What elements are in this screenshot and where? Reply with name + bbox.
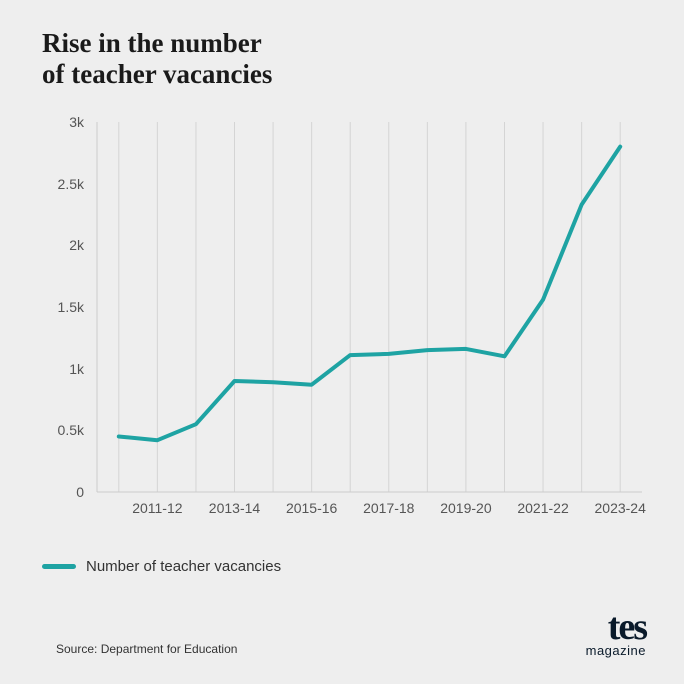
x-tick-label: 2021-22 xyxy=(517,500,568,516)
x-axis-labels: 2011-12 2013-14 2015-16 2017-18 2019-20 2021-… xyxy=(97,500,642,522)
logo-main: tes xyxy=(586,611,646,643)
y-tick-label: 2.5k xyxy=(58,176,84,192)
plot-area xyxy=(97,122,642,492)
y-tick-label: 2k xyxy=(69,237,84,253)
y-tick-label: 0.5k xyxy=(58,422,84,438)
chart-title: Rise in the number of teacher vacancies xyxy=(42,28,272,90)
x-tick-label: 2017-18 xyxy=(363,500,414,516)
title-line-1: Rise in the number xyxy=(42,28,272,59)
y-tick-label: 1.5k xyxy=(58,299,84,315)
x-tick-label: 2019-20 xyxy=(440,500,491,516)
x-tick-label: 2013-14 xyxy=(209,500,260,516)
legend-swatch xyxy=(42,564,76,569)
legend-label: Number of teacher vacancies xyxy=(86,558,281,575)
y-tick-label: 1k xyxy=(69,361,84,377)
y-tick-label: 0 xyxy=(76,484,84,500)
y-axis-labels: 00.5k1k1.5k2k2.5k3k xyxy=(42,122,90,522)
title-line-2: of teacher vacancies xyxy=(42,59,272,90)
logo-sub: magazine xyxy=(586,645,646,656)
y-tick-label: 3k xyxy=(69,114,84,130)
chart-svg xyxy=(97,122,642,492)
legend: Number of teacher vacancies xyxy=(42,558,281,575)
x-tick-label: 2015-16 xyxy=(286,500,337,516)
brand-logo: tes magazine xyxy=(586,611,646,656)
source-text: Source: Department for Education xyxy=(56,642,237,656)
x-tick-label: 2023-24 xyxy=(594,500,645,516)
x-tick-label: 2011-12 xyxy=(132,500,182,516)
chart-area: 00.5k1k1.5k2k2.5k3k 2011-122013-142015-1… xyxy=(42,122,642,522)
